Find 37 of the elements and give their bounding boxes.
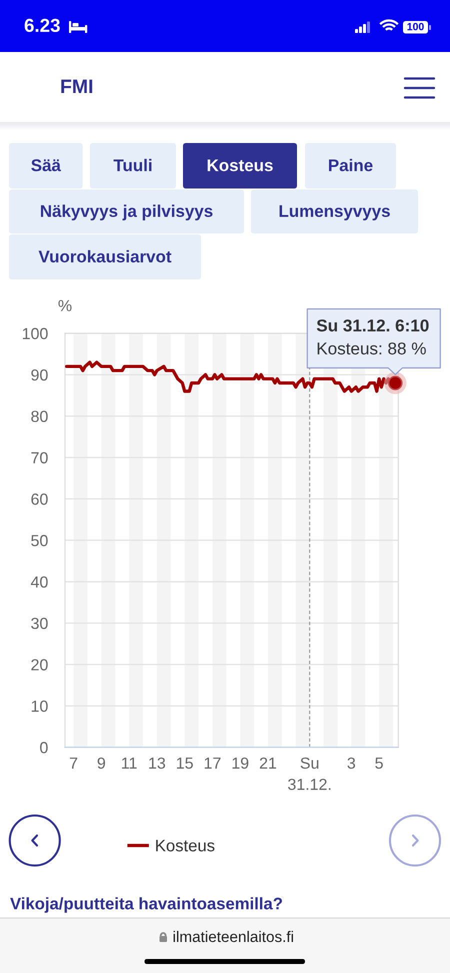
text: ilmatieteenlaitos.fi xyxy=(174,930,293,942)
x-tick-label: Su 31.12. xyxy=(288,757,330,790)
legend-label: Kosteus xyxy=(156,840,214,852)
text: Sää xyxy=(31,159,61,172)
x-tick-label: 7 xyxy=(70,758,78,769)
y-tick-label: 70 xyxy=(31,452,48,464)
y-tick-label: 60 xyxy=(31,494,48,505)
text: Paine xyxy=(329,158,373,172)
text: Lumensyvyys xyxy=(280,205,390,220)
x-tick-label: 17 xyxy=(204,758,221,769)
text: Kosteus xyxy=(208,159,273,172)
x-tick-label: 21 xyxy=(260,757,276,769)
text: FMI xyxy=(61,80,92,94)
annotation: Su 31.12. 6:10 Kosteus: 88 % xyxy=(316,319,429,355)
x-tick-label: 9 xyxy=(98,757,106,769)
text: Näkyvyys ja pilvisyys xyxy=(40,204,212,220)
y-tick-label: 20 xyxy=(31,659,48,670)
y-tick-label: 80 xyxy=(31,410,48,422)
y-tick-label: 100 xyxy=(22,328,48,340)
text: Tuuli xyxy=(114,158,152,172)
y-tick-label: 0 xyxy=(40,742,48,754)
y-tick-label: 30 xyxy=(31,618,48,630)
text: Vuorokausiarvot xyxy=(38,250,172,263)
text: Vikoja/puutteita havaintoasemilla? xyxy=(10,897,282,913)
text: 100 xyxy=(407,22,424,30)
y-tick-label: 50 xyxy=(31,534,48,546)
y-tick-label: 10 xyxy=(32,700,48,712)
y-tick-label: 90 xyxy=(31,369,48,381)
x-tick-label: 19 xyxy=(232,757,248,769)
x-tick-label: 3 xyxy=(347,757,356,769)
y-tick-label: 40 xyxy=(30,576,48,588)
x-tick-label: 11 xyxy=(122,758,137,769)
x-tick-label: 5 xyxy=(375,758,383,769)
x-tick-label: 13 xyxy=(149,757,166,769)
y-axis-title: % xyxy=(58,300,72,312)
x-tick-label: 15 xyxy=(177,758,193,769)
text: 6.23 xyxy=(24,18,60,32)
